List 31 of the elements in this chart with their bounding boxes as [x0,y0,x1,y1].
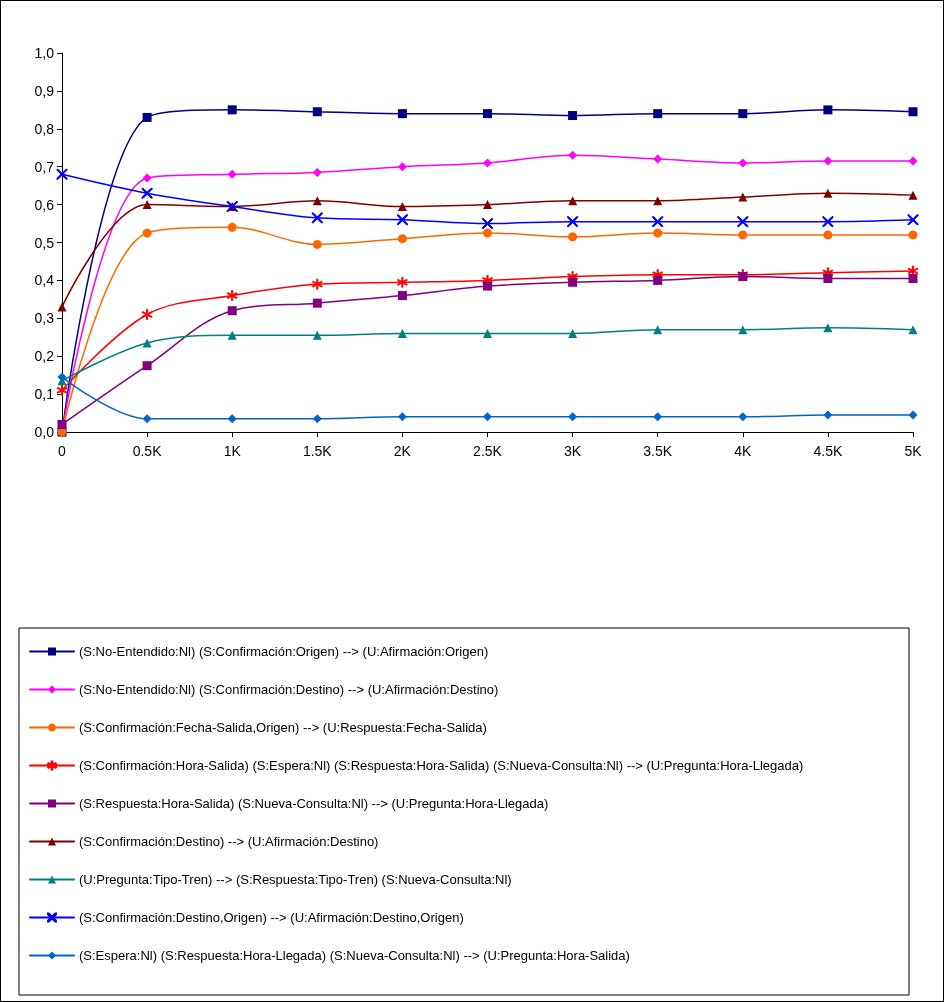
y-tick-label: 1,0 [34,45,55,61]
y-tick-label: 0,1 [34,386,55,403]
y-tick-label: 0,6 [34,196,55,213]
y-tick-label: 0,4 [34,272,55,289]
y-tick-label: 0,9 [34,82,55,99]
y-tick-label: 0,2 [34,348,55,365]
x-tick-label: 1.5K [302,443,333,459]
x-tick-label: 3K [564,443,582,459]
legend-label: (S:Confirmación:Hora-Salida) (S:Espera:Nl) (S:Respuesta:Hora-Salida) (S:Nueva-Consulta:Nl) --> (U:Pregunta:Hora-Llegada) [79,758,804,773]
x-tick-label: 1K [223,443,242,459]
legend-label: (S:Confirmación:Destino,Origen) --> (U:Afirmación:Destino,Origen) [79,910,464,925]
y-tick-label: 0,3 [34,310,55,327]
legend-label: (U:Pregunta:Tipo-Tren) --> (S:Respuesta:Tipo-Tren) (S:Nueva-Consulta:Nl) [79,872,512,887]
legend-label: (S:Respuesta:Hora-Salida) (S:Nueva-Consulta:Nl) --> (U:Pregunta:Hora-Llegada) [79,796,549,811]
x-tick-label: 4K [734,443,753,459]
x-tick-label: 0.5K [132,443,163,459]
x-tick-label: 5K [904,443,923,459]
legend-label: (S:Confirmación:Destino) --> (U:Afirmación:Destino) [79,834,379,849]
y-tick-label: 0,5 [34,234,55,251]
legend-label: (S:No-Entendido:Nl) (S:Confirmación:Origen) --> (U:Afirmación:Origen) [79,644,489,659]
x-tick-label: 0 [58,443,67,459]
y-tick-label: 0,7 [34,158,55,175]
x-tick-label: 2K [393,443,412,459]
y-tick-label: 0,0 [34,424,55,440]
x-tick-label: 4.5K [813,443,843,459]
x-tick-label: 3.5K [643,443,673,459]
legend-label: (S:Espera:Nl) (S:Respuesta:Hora-Llegada) (S:Nueva-Consulta:Nl) --> (U:Pregunta:Hora-Salida) [79,948,630,963]
y-tick-label: 0,8 [34,120,55,137]
legend-label: (S:Confirmación:Fecha-Salida,Origen) --> (U:Respuesta:Fecha-Salida) [79,720,487,735]
x-tick-label: 2.5K [473,443,503,459]
legend-label: (S:No-Entendido:Nl) (S:Confirmación:Destino) --> (U:Afirmación:Destino) [79,682,499,697]
